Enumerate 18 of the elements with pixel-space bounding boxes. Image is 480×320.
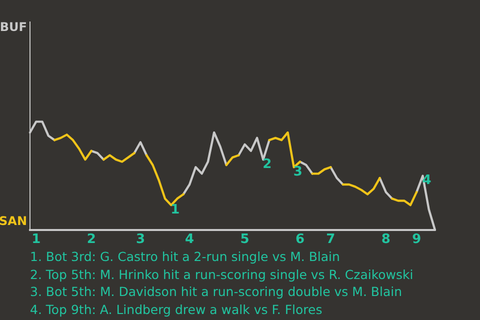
x-tick-label: 6 (295, 232, 305, 248)
annotation: 2 (262, 156, 272, 172)
text: 2. Top 5th: M. Hrinko hit a run-scoring single vs R. Czaikowski (30, 266, 414, 283)
text: 3. Bot 5th: M. Davidson hit a run-scoring double vs M. Blain (30, 283, 404, 300)
annotation: 3 (293, 164, 302, 180)
annotation: 1 (170, 202, 180, 218)
text: SAN (0, 214, 27, 228)
x-tick-label: 8 (381, 232, 390, 248)
x-tick-label: 1 (32, 232, 41, 248)
x-tick-label: 4 (185, 232, 194, 248)
x-tick-label: 3 (136, 232, 145, 248)
text: 1. Bot 3rd: G. Castro hit a 2-run single vs M. Blain (30, 248, 341, 266)
x-tick-label: 9 (412, 232, 422, 248)
x-tick-label: 2 (86, 232, 96, 248)
x-tick-label: 7 (326, 232, 336, 248)
text: BUF (0, 20, 27, 34)
text: 4. Top 9th: A. Lindberg drew a walk vs F. Flores (30, 300, 324, 318)
x-tick-label: 5 (240, 232, 250, 248)
